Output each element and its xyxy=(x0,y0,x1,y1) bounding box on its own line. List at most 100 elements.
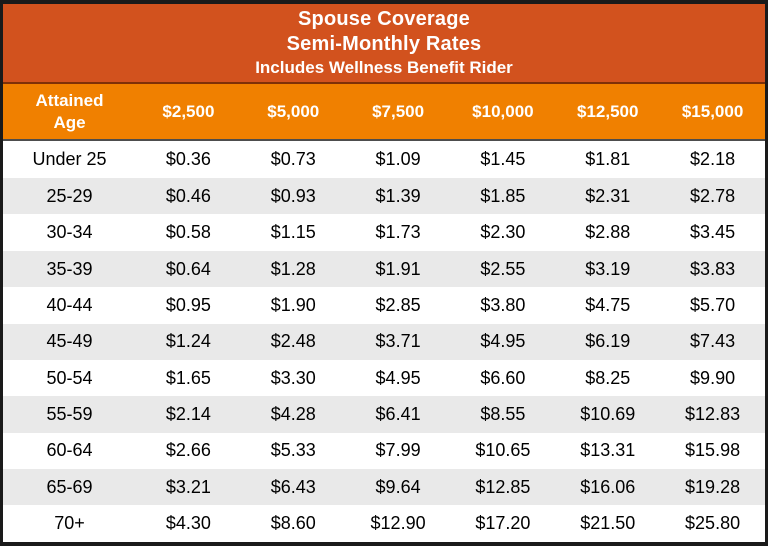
rate-cell: $16.06 xyxy=(555,469,661,506)
rate-cell: $2.30 xyxy=(450,214,556,251)
column-header-coverage-amount: $10,000 xyxy=(450,84,556,141)
rate-cell: $1.90 xyxy=(240,287,346,324)
rate-cell: $1.15 xyxy=(240,214,346,251)
rate-cell: $6.60 xyxy=(450,359,556,397)
rate-cell: $2.55 xyxy=(450,250,556,288)
rate-cell: $0.58 xyxy=(136,214,241,251)
rate-cell: $6.19 xyxy=(555,323,661,360)
rate-cell: $1.28 xyxy=(240,250,346,288)
rider-note: Includes Wellness Benefit Rider xyxy=(255,57,513,77)
age-band-cell: 50-54 xyxy=(3,359,136,397)
age-band-cell: Under 25 xyxy=(3,140,136,179)
rate-cell: $5.70 xyxy=(660,287,765,324)
rate-cell: $8.55 xyxy=(450,396,556,433)
rate-cell: $13.31 xyxy=(555,432,661,470)
rate-cell: $0.93 xyxy=(240,178,346,215)
rate-cell: $2.31 xyxy=(555,178,661,215)
table-row: 35-39 $0.64 $1.28 $1.91 $2.55 $3.19 $3.83 xyxy=(3,250,765,288)
rate-cell: $9.64 xyxy=(345,469,451,506)
rate-cell: $2.14 xyxy=(136,396,241,433)
rate-cell: $3.21 xyxy=(136,469,241,506)
rates-table: Attained Age $2,500 $5,000 $7,500 $10,000 $1… xyxy=(3,84,765,542)
rate-cell: $5.33 xyxy=(240,432,346,470)
rate-cell: $1.73 xyxy=(345,214,451,251)
attained-age-label: Attained Age xyxy=(35,91,104,132)
rate-cell: $12.85 xyxy=(450,469,556,506)
rate-cell: $10.69 xyxy=(555,396,661,433)
rate-cell: $4.30 xyxy=(136,505,241,542)
table-row: 55-59 $2.14 $4.28 $6.41 $8.55 $10.69 $12.83 xyxy=(3,396,765,433)
rate-cell: $3.45 xyxy=(660,214,765,251)
rate-cell: $3.80 xyxy=(450,287,556,324)
table-row: 70+ $4.30 $8.60 $12.90 $17.20 $21.50 $25.80 xyxy=(3,505,765,542)
table-row: 25-29 $0.46 $0.93 $1.39 $1.85 $2.31 $2.78 xyxy=(3,178,765,215)
column-header-attained-age: Attained Age xyxy=(3,84,136,141)
rate-cell: $1.91 xyxy=(345,250,451,288)
rate-cell: $3.30 xyxy=(240,359,346,397)
rate-cell: $21.50 xyxy=(555,505,661,542)
table-row: 60-64 $2.66 $5.33 $7.99 $10.65 $13.31 $15.98 xyxy=(3,432,765,470)
rate-cell: $1.24 xyxy=(136,323,241,360)
age-band-cell: 45-49 xyxy=(3,323,136,360)
rate-cell: $0.36 xyxy=(136,140,241,179)
rate-cell: $6.41 xyxy=(345,396,451,433)
age-band-cell: 30-34 xyxy=(3,214,136,251)
rate-cell: $0.64 xyxy=(136,250,241,288)
rate-cell: $10.65 xyxy=(450,432,556,470)
table-row: 45-49 $1.24 $2.48 $3.71 $4.95 $6.19 $7.43 xyxy=(3,323,765,360)
rate-cell: $2.88 xyxy=(555,214,661,251)
age-band-cell: 55-59 xyxy=(3,396,136,433)
rate-cell: $1.81 xyxy=(555,140,661,179)
rate-cell: $7.99 xyxy=(345,432,451,470)
table-title-block: Spouse Coverage Semi-Monthly Rates Inclu… xyxy=(3,4,765,84)
rate-cell: $2.18 xyxy=(660,140,765,179)
rate-cell: $25.80 xyxy=(660,505,765,542)
rate-cell: $1.65 xyxy=(136,359,241,397)
rate-cell: $19.28 xyxy=(660,469,765,506)
table-row: 40-44 $0.95 $1.90 $2.85 $3.80 $4.75 $5.70 xyxy=(3,287,765,324)
age-band-cell: 65-69 xyxy=(3,469,136,506)
table-row: Under 25 $0.36 $0.73 $1.09 $1.45 $1.81 $2.18 xyxy=(3,140,765,179)
age-band-cell: 70+ xyxy=(3,505,136,542)
rate-cell: $2.85 xyxy=(345,287,451,324)
rate-cell: $17.20 xyxy=(450,505,556,542)
column-header-coverage-amount: $7,500 xyxy=(345,84,451,141)
rate-cell: $1.39 xyxy=(345,178,451,215)
column-header-coverage-amount: $15,000 xyxy=(660,84,765,141)
rate-cell: $0.95 xyxy=(136,287,241,324)
table-row: 30-34 $0.58 $1.15 $1.73 $2.30 $2.88 $3.45 xyxy=(3,214,765,251)
rate-cell: $4.95 xyxy=(450,323,556,360)
rate-cell: $2.48 xyxy=(240,323,346,360)
rate-cell: $0.46 xyxy=(136,178,241,215)
title: Spouse Coverage xyxy=(298,7,470,30)
column-header-coverage-amount: $12,500 xyxy=(555,84,661,141)
rate-cell: $6.43 xyxy=(240,469,346,506)
age-band-cell: 35-39 xyxy=(3,250,136,288)
subtitle: Semi-Monthly Rates xyxy=(286,32,482,55)
table-row: 65-69 $3.21 $6.43 $9.64 $12.85 $16.06 $19.28 xyxy=(3,469,765,506)
rate-cell: $2.66 xyxy=(136,432,241,470)
rate-cell: $9.90 xyxy=(660,359,765,397)
rate-cell: $1.85 xyxy=(450,178,556,215)
rate-cell: $15.98 xyxy=(660,432,765,470)
rate-cell: $12.83 xyxy=(660,396,765,433)
age-band-cell: 40-44 xyxy=(3,287,136,324)
rate-cell: $7.43 xyxy=(660,323,765,360)
rate-cell: $2.78 xyxy=(660,178,765,215)
column-header-coverage-amount: $5,000 xyxy=(240,84,346,141)
rate-cell: $4.95 xyxy=(345,359,451,397)
age-band-cell: 25-29 xyxy=(3,178,136,215)
rate-cell: $4.28 xyxy=(240,396,346,433)
rate-cell: $8.25 xyxy=(555,359,661,397)
rate-cell: $3.19 xyxy=(555,250,661,288)
age-band-cell: 60-64 xyxy=(3,432,136,470)
rate-cell: $4.75 xyxy=(555,287,661,324)
rate-cell: $1.45 xyxy=(450,140,556,179)
rate-cell: $1.09 xyxy=(345,140,451,179)
table-row: 50-54 $1.65 $3.30 $4.95 $6.60 $8.25 $9.90 xyxy=(3,359,765,397)
rate-cell: $3.71 xyxy=(345,323,451,360)
rate-cell: $0.73 xyxy=(240,140,346,179)
rate-cell: $3.83 xyxy=(660,250,765,288)
rate-cell: $8.60 xyxy=(240,505,346,542)
